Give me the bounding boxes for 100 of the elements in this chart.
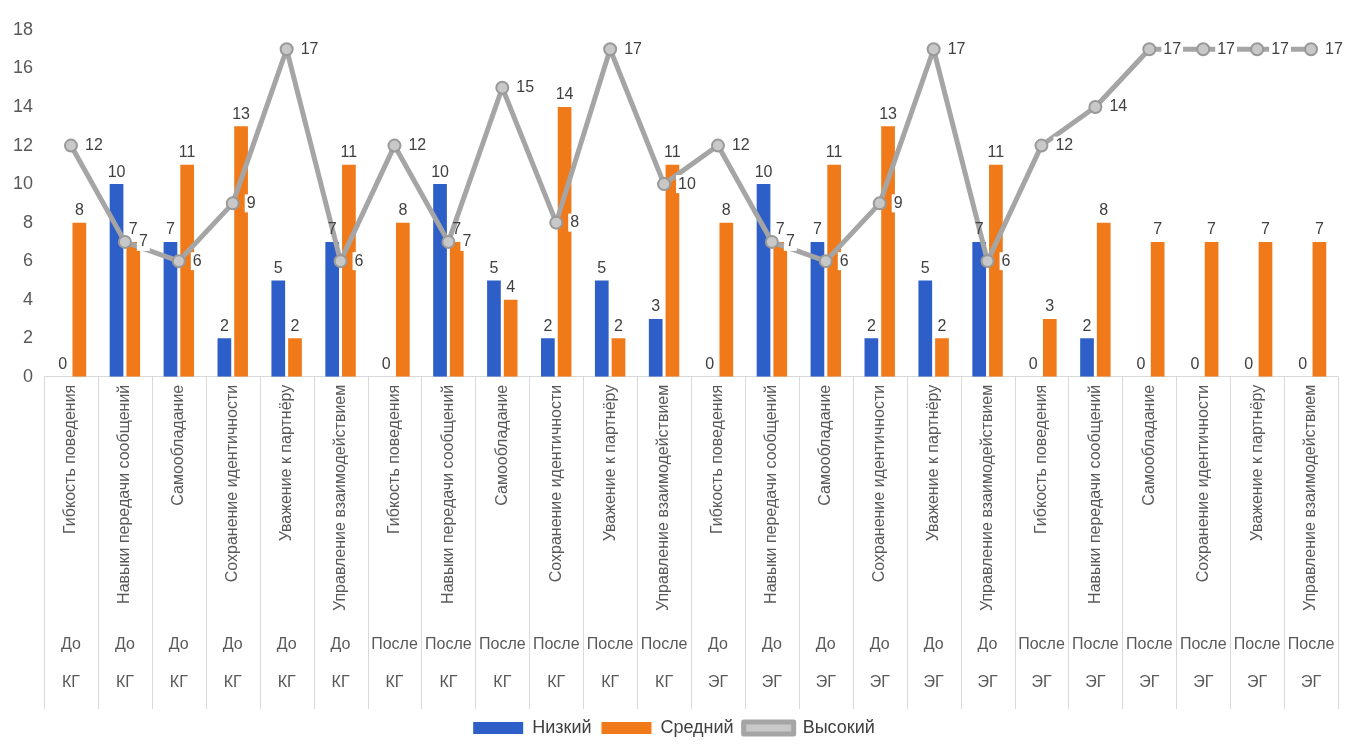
text: КГ bbox=[169, 673, 189, 691]
data-label: 17 bbox=[1325, 39, 1343, 57]
bar bbox=[342, 164, 356, 377]
data-label: 17 bbox=[947, 39, 966, 57]
text: ЭГ bbox=[815, 673, 837, 691]
bar bbox=[773, 241, 788, 377]
text: ЭГ bbox=[761, 673, 783, 691]
point bbox=[1250, 42, 1265, 57]
data-label: 9 bbox=[246, 193, 256, 211]
data-label: 12 bbox=[84, 135, 103, 153]
text: До bbox=[708, 635, 729, 653]
bar bbox=[180, 164, 195, 377]
x-tick-label: Гибкость поведения bbox=[384, 384, 402, 534]
data-label: 11 bbox=[825, 143, 843, 161]
data-label: 17 bbox=[1271, 39, 1290, 57]
bar bbox=[719, 222, 734, 377]
data-label: 8 bbox=[1099, 201, 1109, 219]
y-tick-label: 14 bbox=[12, 96, 34, 117]
data-label: 0 bbox=[705, 355, 715, 373]
text: До bbox=[869, 635, 890, 653]
point bbox=[171, 254, 186, 269]
y-tick-label: 8 bbox=[23, 211, 34, 232]
data-label: 6 bbox=[354, 251, 364, 269]
data-label: 0 bbox=[1298, 355, 1308, 373]
data-label: 4 bbox=[506, 278, 516, 296]
point bbox=[495, 80, 510, 95]
data-label: 2 bbox=[614, 316, 624, 334]
data-label: 15 bbox=[516, 78, 535, 96]
point bbox=[872, 196, 887, 211]
data-label: 3 bbox=[651, 297, 661, 315]
bar bbox=[72, 222, 87, 377]
x-tick-label: Самообладание bbox=[1139, 384, 1157, 506]
bar bbox=[935, 338, 949, 377]
data-label: 7 bbox=[775, 220, 785, 238]
data-label: 8 bbox=[74, 201, 84, 219]
text: После bbox=[371, 635, 418, 653]
legend-label: Средний bbox=[660, 716, 734, 737]
point bbox=[710, 138, 725, 153]
bar bbox=[126, 241, 141, 377]
data-label: 7 bbox=[1207, 220, 1217, 238]
data-label: 7 bbox=[128, 220, 138, 238]
bar bbox=[395, 222, 410, 377]
bar bbox=[487, 280, 501, 377]
data-label: 2 bbox=[1082, 316, 1092, 334]
x-tick-label: Сохранение идентичности bbox=[870, 384, 888, 583]
bar bbox=[989, 164, 1003, 377]
bar bbox=[503, 299, 518, 377]
text: До bbox=[222, 635, 243, 653]
data-label: 10 bbox=[431, 162, 450, 180]
text: ЭГ bbox=[1300, 673, 1322, 691]
point bbox=[549, 215, 564, 230]
data-label: 5 bbox=[489, 258, 499, 276]
data-label: 12 bbox=[1055, 135, 1074, 153]
point bbox=[657, 177, 672, 192]
x-tick-label: Самообладание bbox=[169, 384, 187, 506]
data-label: 3 bbox=[1045, 297, 1055, 315]
x-tick-label: Навыки передачи сообщений bbox=[762, 384, 780, 604]
bar bbox=[611, 338, 626, 377]
y-tick-label: 0 bbox=[23, 365, 34, 386]
data-label: 6 bbox=[192, 251, 202, 269]
text: После bbox=[1072, 635, 1119, 653]
y-tick-label: 6 bbox=[23, 250, 34, 271]
text: КГ bbox=[277, 673, 296, 691]
x-tick-label: Навыки передачи сообщений bbox=[438, 384, 456, 604]
bar bbox=[1204, 241, 1219, 377]
point bbox=[333, 254, 348, 269]
text: ЭГ bbox=[923, 673, 945, 691]
x-tick-label: Самообладание bbox=[492, 384, 510, 506]
point bbox=[117, 234, 132, 249]
text: ЭГ bbox=[1139, 673, 1160, 691]
x-tick-label: Гибкость поведения bbox=[1031, 384, 1049, 534]
data-label: 0 bbox=[1136, 355, 1146, 373]
point bbox=[225, 196, 240, 211]
bar bbox=[1096, 222, 1111, 377]
bar bbox=[594, 280, 609, 377]
data-label: 14 bbox=[1109, 97, 1128, 115]
text: До bbox=[168, 635, 189, 653]
x-tick-label: Самообладание bbox=[816, 384, 834, 506]
y-tick-label: 2 bbox=[23, 327, 34, 348]
x-tick-label: Гибкость поведения bbox=[61, 384, 79, 534]
text: До bbox=[815, 635, 836, 653]
data-label: 11 bbox=[340, 143, 358, 161]
data-label: 8 bbox=[398, 201, 408, 219]
y-tick-label: 4 bbox=[23, 288, 34, 309]
bar bbox=[1312, 241, 1327, 377]
data-label: 10 bbox=[678, 174, 696, 192]
text: До bbox=[330, 635, 351, 653]
bar bbox=[541, 338, 555, 377]
data-label: 12 bbox=[731, 135, 750, 153]
data-label: 10 bbox=[107, 162, 126, 180]
data-label: 7 bbox=[166, 220, 175, 238]
data-label: 14 bbox=[555, 85, 574, 103]
point bbox=[387, 138, 402, 153]
x-tick-label: Уважение к партнёру bbox=[600, 384, 618, 542]
text: КГ bbox=[493, 673, 512, 691]
data-label: 9 bbox=[893, 193, 903, 211]
point bbox=[1142, 42, 1157, 57]
bar bbox=[918, 280, 933, 377]
bar bbox=[1080, 338, 1094, 377]
data-label: 2 bbox=[543, 316, 553, 334]
